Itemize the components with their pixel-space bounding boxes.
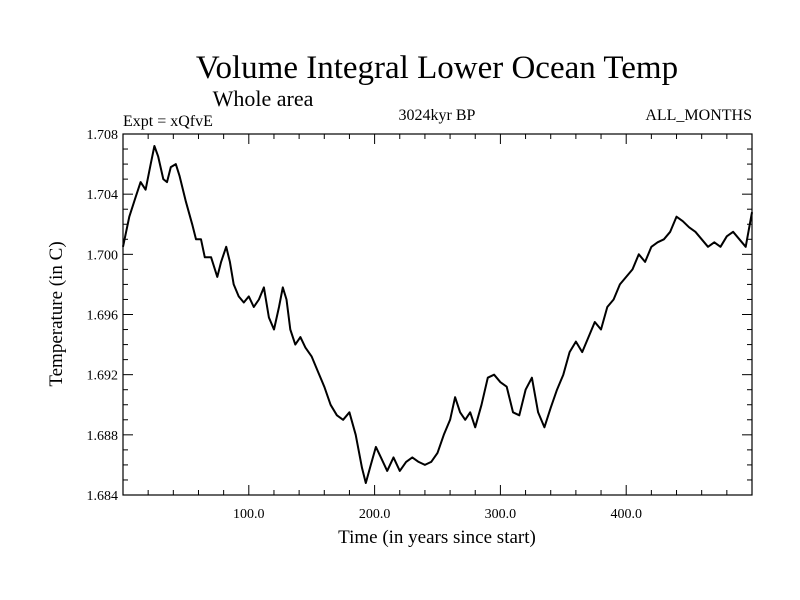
y-tick-label: 1.692 <box>87 369 119 384</box>
chart-title: Volume Integral Lower Ocean Temp <box>196 50 678 86</box>
x-axis-label: Time (in years since start) <box>338 527 536 548</box>
tick-labels: 100.0 200.0 300.0 400.0 1.684 1.688 1.692 1.696… <box>87 128 642 522</box>
x-tick-label: 400.0 <box>610 507 642 522</box>
expt-label: Expt = xQfvE <box>123 113 213 130</box>
plot-frame <box>122 133 753 496</box>
y-tick-label: 1.700 <box>87 248 119 263</box>
y-axis-label: Temperature (in C) <box>46 241 67 386</box>
y-tick-label: 1.708 <box>87 128 119 143</box>
period-label: 3024kyr BP <box>399 107 476 124</box>
months-label: ALL_MONTHS <box>645 107 752 124</box>
chart-subtitle: Whole area <box>213 86 314 111</box>
series-line-temperature <box>122 145 753 484</box>
y-tick-label: 1.704 <box>87 188 119 203</box>
y-tick-label: 1.696 <box>87 309 119 324</box>
y-tick-label: 1.688 <box>87 429 119 444</box>
x-tick-label: 100.0 <box>233 507 265 522</box>
x-tick-label: 300.0 <box>485 507 517 522</box>
axis-ticks <box>123 133 752 496</box>
x-tick-label: 200.0 <box>359 507 391 522</box>
y-tick-label: 1.684 <box>87 489 119 504</box>
